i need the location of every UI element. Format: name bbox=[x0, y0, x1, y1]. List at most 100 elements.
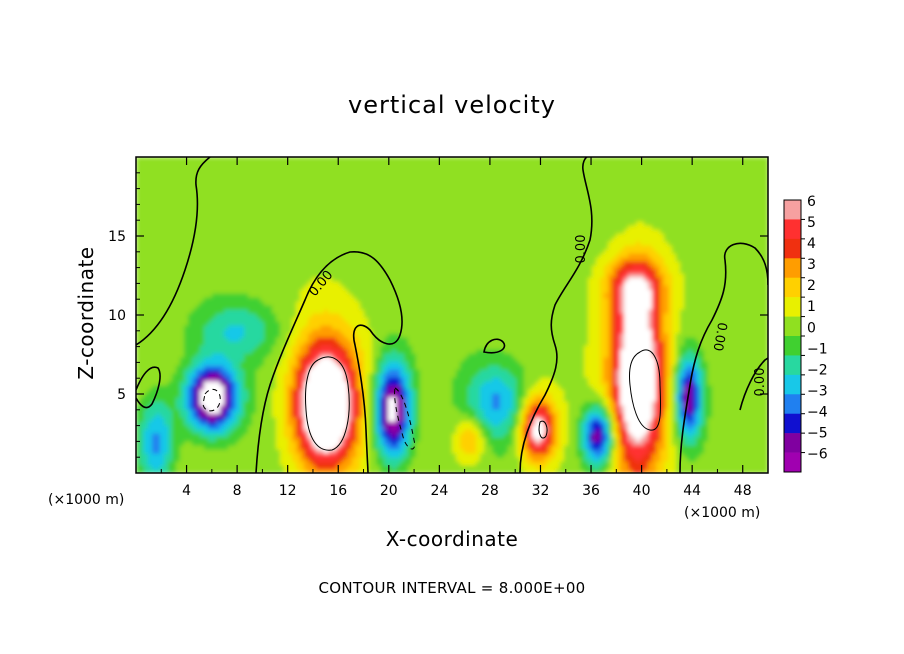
heat-cell bbox=[288, 425, 293, 430]
heat-cell bbox=[216, 281, 221, 286]
heat-cell bbox=[196, 225, 201, 230]
heat-cell bbox=[232, 409, 237, 414]
heat-cell bbox=[252, 209, 257, 214]
heat-cell bbox=[300, 457, 305, 462]
heat-cell bbox=[284, 173, 289, 178]
heat-cell bbox=[280, 317, 285, 322]
heat-cell bbox=[168, 461, 173, 466]
heat-cell bbox=[208, 285, 213, 290]
heat-cell bbox=[180, 381, 185, 386]
heat-cell bbox=[148, 177, 153, 182]
heat-cell bbox=[356, 189, 361, 194]
heat-cell bbox=[304, 309, 309, 314]
heat-cell bbox=[168, 233, 173, 238]
heat-cell bbox=[180, 213, 185, 218]
heat-cell bbox=[384, 169, 389, 174]
heat-cell bbox=[144, 217, 149, 222]
heat-cell bbox=[312, 333, 317, 338]
heat-cell bbox=[332, 229, 337, 234]
heat-cell bbox=[176, 441, 181, 446]
heat-cell bbox=[172, 349, 177, 354]
heat-cell bbox=[188, 297, 193, 302]
heat-cell bbox=[276, 453, 281, 458]
heat-cell bbox=[348, 321, 353, 326]
heat-cell bbox=[264, 405, 269, 410]
heat-cell bbox=[312, 321, 317, 326]
heat-cell bbox=[236, 365, 241, 370]
heat-cell bbox=[368, 321, 373, 326]
heat-cell bbox=[304, 185, 309, 190]
heat-cell bbox=[248, 305, 253, 310]
heat-cell bbox=[292, 289, 297, 294]
heat-cell bbox=[180, 169, 185, 174]
heat-cell bbox=[140, 257, 145, 262]
heat-cell bbox=[312, 305, 317, 310]
heat-cell bbox=[176, 325, 181, 330]
heat-cell bbox=[364, 305, 369, 310]
heat-cell bbox=[172, 157, 177, 162]
heat-cell bbox=[360, 469, 365, 473]
heat-cell bbox=[340, 193, 345, 198]
heat-cell bbox=[308, 329, 313, 334]
heat-cell bbox=[220, 457, 225, 462]
heat-cell bbox=[348, 385, 353, 390]
heat-cell bbox=[384, 417, 389, 422]
heat-cell bbox=[160, 445, 165, 450]
heat-cell bbox=[360, 357, 365, 362]
heat-cell bbox=[276, 277, 281, 282]
heat-cell bbox=[192, 425, 197, 430]
heat-cell bbox=[140, 197, 145, 202]
heat-cell bbox=[252, 401, 257, 406]
heat-cell bbox=[156, 465, 161, 470]
heat-cell bbox=[248, 345, 253, 350]
heat-cell bbox=[348, 425, 353, 430]
heat-cell bbox=[340, 225, 345, 230]
heat-cell bbox=[340, 313, 345, 318]
heat-cell bbox=[336, 437, 341, 442]
heat-cell bbox=[180, 313, 185, 318]
heat-cell bbox=[296, 229, 301, 234]
heat-cell bbox=[388, 413, 393, 418]
heat-cell bbox=[180, 457, 185, 462]
heat-cell bbox=[264, 241, 269, 246]
heat-cell bbox=[252, 305, 257, 310]
heat-cell bbox=[300, 465, 305, 470]
heat-cell bbox=[232, 157, 237, 162]
heat-cell bbox=[340, 221, 345, 226]
heat-cell bbox=[344, 197, 349, 202]
heat-cell bbox=[288, 209, 293, 214]
heat-cell bbox=[340, 397, 345, 402]
heat-cell bbox=[236, 229, 241, 234]
heat-cell bbox=[340, 465, 345, 470]
heat-cell bbox=[388, 457, 393, 462]
heat-cell bbox=[344, 213, 349, 218]
heat-cell bbox=[344, 333, 349, 338]
heat-cell bbox=[284, 249, 289, 254]
heat-cell bbox=[328, 449, 333, 454]
heat-cell bbox=[252, 393, 257, 398]
heat-cell bbox=[312, 433, 317, 438]
heat-cell bbox=[284, 409, 289, 414]
heat-cell bbox=[316, 345, 321, 350]
heat-cell bbox=[372, 185, 377, 190]
heat-cell bbox=[308, 353, 313, 358]
heat-cell bbox=[336, 369, 341, 374]
heat-cell bbox=[316, 309, 321, 314]
heat-cell bbox=[368, 453, 373, 458]
heat-cell bbox=[320, 193, 325, 198]
heat-cell bbox=[148, 421, 153, 426]
heat-cell bbox=[308, 401, 313, 406]
heat-cell bbox=[288, 365, 293, 370]
heat-cell bbox=[256, 301, 261, 306]
heat-cell bbox=[372, 345, 377, 350]
heat-cell bbox=[212, 297, 217, 302]
heat-cell bbox=[176, 377, 181, 382]
heat-cell bbox=[256, 285, 261, 290]
heat-cell bbox=[260, 377, 265, 382]
heat-cell bbox=[252, 309, 257, 314]
heat-cell bbox=[328, 257, 333, 262]
heat-cell bbox=[236, 349, 241, 354]
heat-cell bbox=[280, 417, 285, 422]
heat-cell bbox=[356, 165, 361, 170]
heat-cell bbox=[228, 437, 233, 442]
